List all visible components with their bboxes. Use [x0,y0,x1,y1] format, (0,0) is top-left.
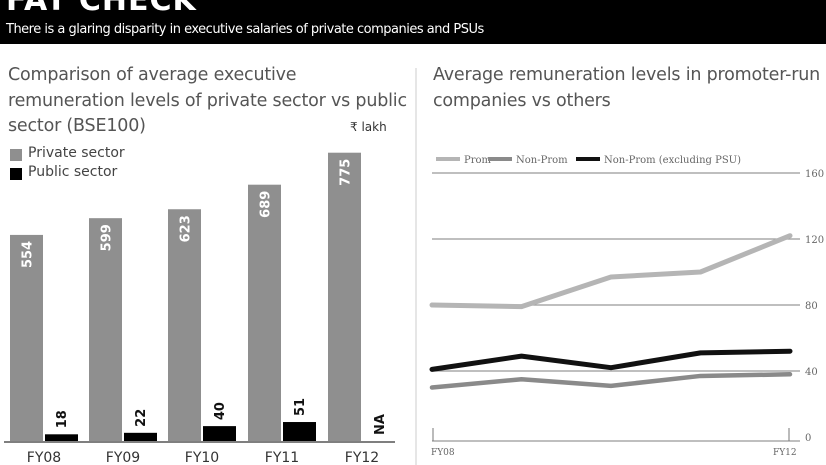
line-y-tick-160: 160 [805,169,824,180]
bar-private-FY08 [10,234,43,441]
bar-x-tick-FY08: FY08 [27,450,61,465]
bar-label-private-FY08: 554 [21,241,36,268]
bar-label-public-FY11: 51 [293,398,308,416]
bar-private-FY11 [248,184,281,441]
line-legend-label-1: Non-Prom [516,155,568,166]
line-chart-title: Average remuneration levels in promoter-… [433,65,820,111]
line-legend-label-2: Non-Prom (excluding PSU) [604,155,741,166]
line-series-prom [429,233,793,310]
line-y-tick-0: 0 [805,433,811,444]
header-banner: FAT CHECK There is a glaring disparity i… [0,0,826,44]
bar-label-private-FY12: 775 [339,159,354,186]
bar-label-public-FY12: NA [373,414,388,435]
bar-x-tick-FY12: FY12 [345,450,379,465]
line-series-non-prom [429,372,793,390]
line-x-tick-FY08: FY08 [431,448,455,458]
bar-x-tick-FY11: FY11 [265,450,299,465]
bar-label-public-FY09: 22 [134,409,149,427]
legend-swatch-public [10,168,22,180]
bar-public-FY11 [283,422,316,441]
bar-chart-unit: ₹ lakh [350,120,387,134]
line-legend-label-0: Prom [464,155,492,166]
line-series-non-prom-excluding-psu- [429,348,793,372]
bar-x-tick-FY09: FY09 [106,450,140,465]
bar-public-FY09 [124,432,157,441]
line-x-tick-FY12: FY12 [773,448,797,458]
line-y-tick-120: 120 [805,235,824,246]
legend-swatch-private [10,149,22,161]
header-title: FAT CHECK [6,0,197,18]
legend-label-private: Private sector [28,145,125,161]
header-subtitle: There is a glaring disparity in executiv… [6,22,484,37]
bar-private-FY12 [328,152,361,441]
bar-private-FY10 [168,209,201,441]
line-y-tick-40: 40 [805,367,818,378]
bar-label-public-FY10: 40 [213,402,228,420]
bar-label-private-FY11: 689 [259,191,274,218]
bar-label-private-FY10: 623 [179,215,194,242]
bar-chart-title: Comparison of average executive remunera… [8,65,407,136]
legend-label-public: Public sector [28,164,118,180]
line-y-tick-80: 80 [805,301,818,312]
bar-label-private-FY09: 599 [100,224,115,251]
bar-label-public-FY08: 18 [55,410,70,428]
bar-private-FY09 [89,218,122,441]
bar-x-tick-FY10: FY10 [185,450,219,465]
bar-public-FY10 [203,426,236,441]
bar-public-FY08 [45,434,78,441]
